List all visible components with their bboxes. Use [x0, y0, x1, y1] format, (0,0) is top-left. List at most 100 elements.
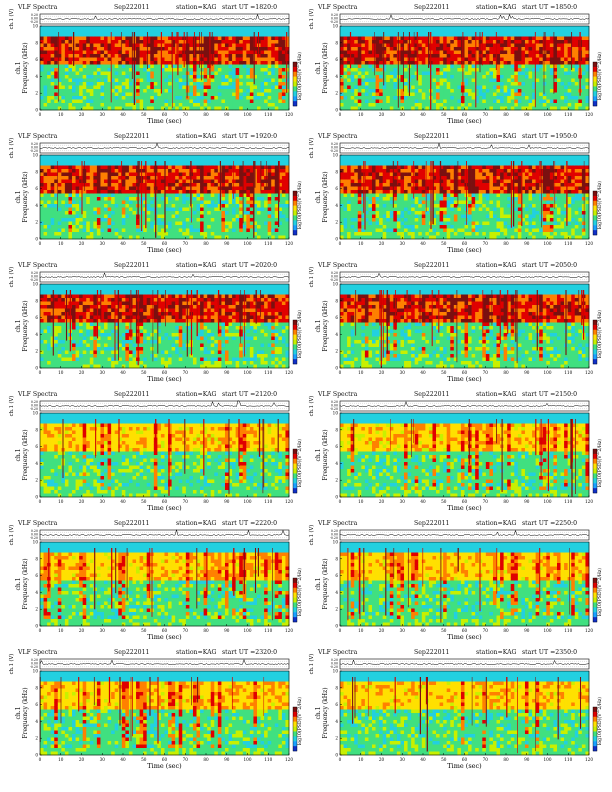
spectrogram-cell [118, 197, 123, 201]
spectrogram-cell [232, 197, 236, 201]
spectrogram-cell [61, 64, 66, 69]
spectrogram-cell [450, 78, 455, 83]
spectrogram-cell [61, 214, 66, 219]
spectrogram-panel: VLF Spectra Sep222011 station=KAG start UT … [306, 4, 606, 132]
spectrogram-cell [235, 99, 240, 104]
spectrogram-cell [192, 232, 197, 236]
spectrogram-cell [507, 43, 512, 48]
spectrogram-cell [160, 228, 165, 233]
spectrogram-cell [217, 96, 222, 100]
spectrogram-cell [242, 172, 247, 177]
spectrogram-cell [228, 221, 233, 226]
spectrogram-cell [517, 92, 522, 97]
spectrogram-cell [72, 235, 76, 240]
spectrogram-cell [146, 169, 151, 173]
spectrogram-cell [267, 64, 272, 69]
spectrogram-cell [64, 169, 69, 173]
spectrogram-cell [75, 61, 80, 65]
spectrogram-cell [64, 158, 69, 163]
spectrogram-cell [203, 36, 208, 41]
spectrogram-cell [86, 106, 91, 111]
spectrogram-cell [68, 47, 73, 51]
spectrogram-cell [347, 26, 351, 30]
spectrogram-cell [539, 64, 544, 69]
spectrogram-cell [539, 85, 544, 90]
spectrogram-cell [89, 235, 94, 240]
spectrogram-cell [382, 40, 387, 44]
spectrogram-cell [432, 68, 437, 72]
spectrogram-cell [50, 225, 55, 229]
spectrogram-cell [200, 33, 204, 37]
spectrogram-cell [203, 54, 208, 58]
spectrogram-cell [532, 103, 536, 107]
spectrogram-cell [517, 33, 522, 37]
spectrogram-cell [136, 103, 140, 107]
spectrogram-cell [264, 57, 268, 62]
spectrogram-cell [157, 193, 162, 198]
spectrogram-cell [175, 200, 180, 205]
spectrogram-cell [232, 172, 236, 177]
spectrogram-cell [510, 47, 515, 51]
spectrogram-cell [521, 29, 526, 34]
spectrogram-cell [143, 103, 148, 107]
spectrogram-cell [246, 197, 251, 201]
spectrogram-cell [239, 162, 244, 166]
spectrogram-cell [585, 61, 590, 65]
spectrogram-cell [361, 78, 366, 83]
spectrogram-cell [47, 103, 51, 107]
spectrogram-cell [40, 162, 44, 166]
spectrogram-cell [203, 169, 208, 173]
spectrogram-cell [43, 179, 48, 184]
spectrogram-cell [61, 165, 66, 170]
spectrogram-cell [347, 106, 351, 111]
spectrogram-cell [556, 92, 561, 97]
spectrogram-cell [471, 106, 476, 111]
spectrogram-cell [425, 89, 430, 93]
spectrogram-cell [468, 36, 472, 41]
spectrogram-cell [43, 232, 48, 236]
spectrogram-cell [164, 183, 169, 187]
spectrogram-cell [396, 78, 401, 83]
spectrogram-cell [517, 75, 522, 79]
spectrogram-cell [549, 61, 554, 65]
spectrogram-cell [160, 235, 165, 240]
spectrogram-cell [503, 29, 508, 34]
spectrogram-cell [421, 36, 426, 41]
spectrogram-cell [432, 50, 437, 55]
spectrogram-cell [274, 47, 279, 51]
spectrogram-cell [118, 29, 123, 34]
spectrogram-cell [507, 106, 512, 111]
spectrogram-cell [235, 64, 240, 69]
spectrogram-cell [475, 36, 480, 41]
spectrogram-cell [539, 82, 544, 86]
spectrogram-cell [136, 225, 140, 229]
spectrogram-cell [478, 106, 483, 111]
spectrogram-cell [79, 186, 83, 191]
spectrogram-cell [146, 29, 151, 34]
spectrogram-cell [407, 29, 412, 34]
spectrogram-cell [168, 92, 172, 97]
spectrogram-cell [160, 96, 165, 100]
spectrogram-cell [242, 200, 247, 205]
spectrogram-cell [446, 82, 451, 86]
spectrogram-cell [175, 197, 180, 201]
spectrogram-cell [389, 82, 394, 86]
spectrogram-cell [64, 218, 69, 222]
spectrogram-cell [192, 82, 197, 86]
spectrogram-cell [271, 92, 276, 97]
spectrogram-cell [549, 75, 554, 79]
spectrogram-cell [411, 68, 415, 72]
spectrogram-cell [560, 103, 565, 107]
spectrogram-cell [125, 155, 130, 159]
spectrogram-cell [217, 26, 222, 30]
spectrogram-cell [82, 218, 87, 222]
spectrogram-cell [485, 36, 490, 41]
spectrogram-cell [221, 82, 226, 86]
spectrogram-cell [61, 43, 66, 48]
spectrogram-cell [253, 50, 258, 55]
spectrogram-cell [361, 54, 366, 58]
spectrogram-cell [571, 92, 576, 97]
spectrogram-cell [79, 200, 83, 205]
spectrogram-cell [414, 43, 419, 48]
spectrogram-cell [404, 78, 408, 83]
